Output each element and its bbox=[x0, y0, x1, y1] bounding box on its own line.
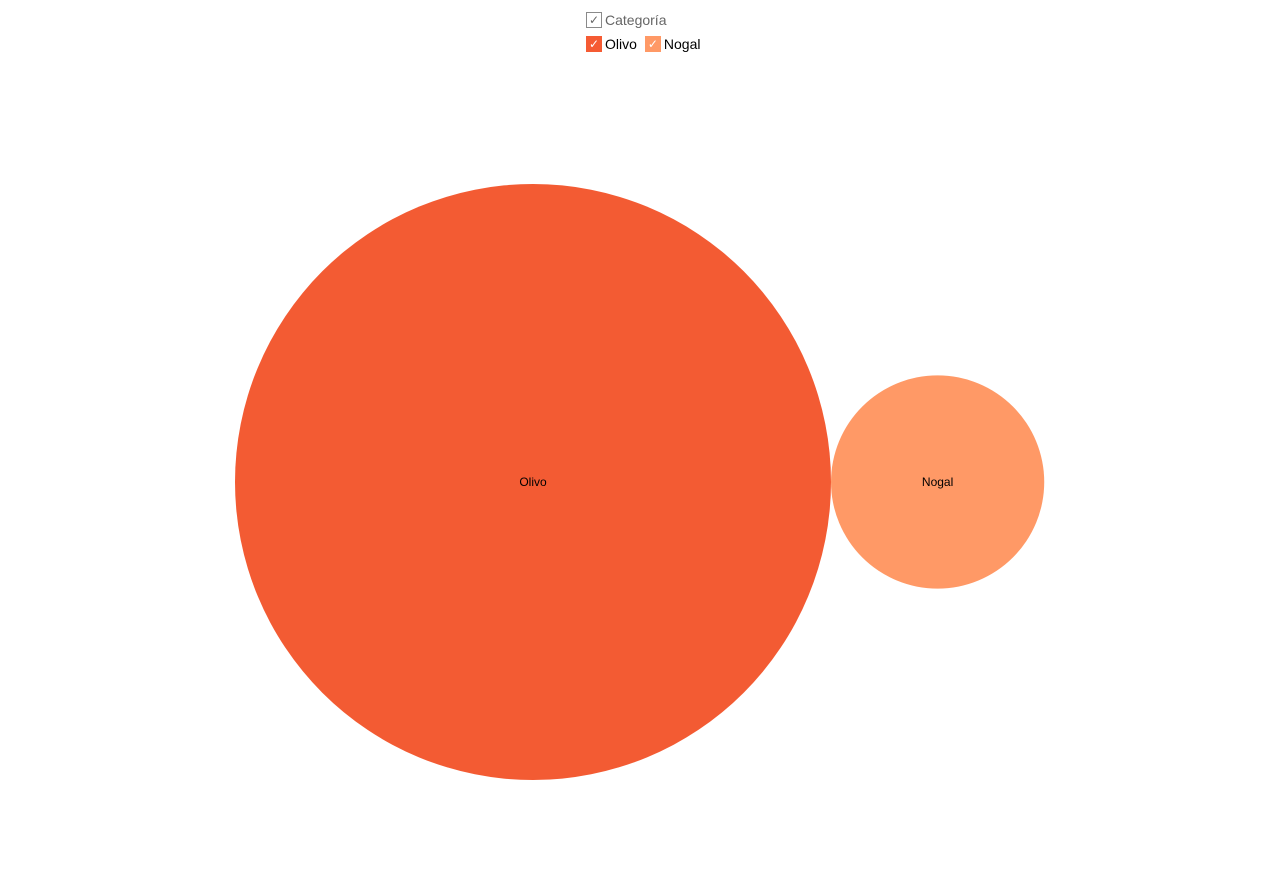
legend-item-nogal[interactable]: ✓ Nogal bbox=[644, 36, 701, 52]
bubble-olivo[interactable] bbox=[235, 184, 831, 780]
legend-items-row: ✓ Olivo ✓ Nogal bbox=[586, 35, 709, 53]
legend-item-olivo[interactable]: ✓ Olivo bbox=[586, 36, 637, 52]
checkbox-icon[interactable]: ✓ bbox=[586, 12, 602, 28]
checkbox-icon[interactable]: ✓ bbox=[644, 36, 661, 52]
legend-item-label: Olivo bbox=[605, 36, 637, 52]
legend-title-row[interactable]: ✓ Categoría bbox=[586, 11, 709, 29]
checkbox-icon[interactable]: ✓ bbox=[586, 36, 602, 52]
legend-title: Categoría bbox=[605, 12, 667, 28]
bubble-label: Olivo bbox=[519, 475, 547, 489]
bubble-nogal[interactable] bbox=[831, 375, 1045, 589]
legend-item-label: Nogal bbox=[663, 36, 701, 52]
bubble-label: Nogal bbox=[922, 475, 953, 489]
legend: ✓ Categoría ✓ Olivo ✓ Nogal bbox=[586, 11, 709, 59]
